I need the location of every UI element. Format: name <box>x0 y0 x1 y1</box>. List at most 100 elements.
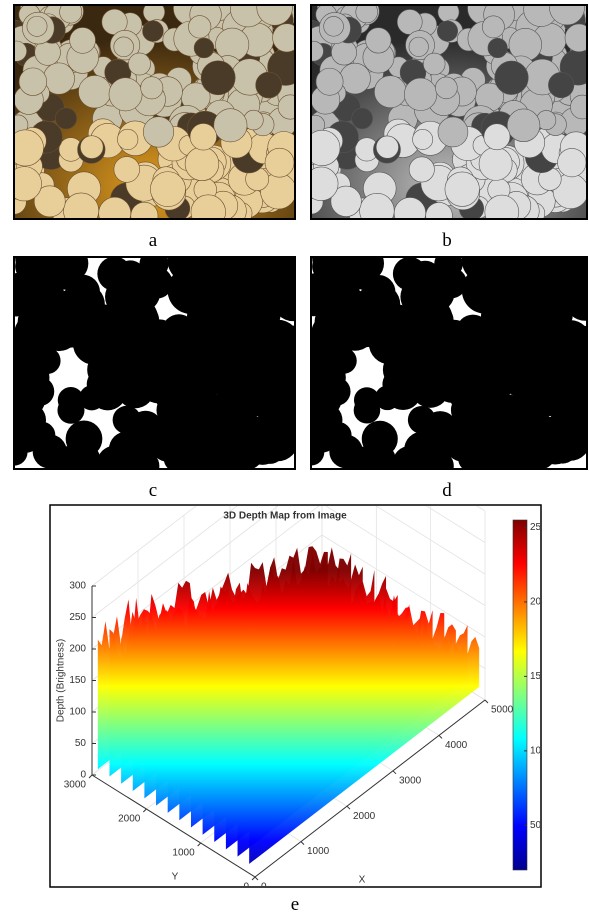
tick-mark <box>142 808 147 813</box>
colorbar-tick-label: 50 <box>530 820 542 831</box>
particle <box>244 416 270 443</box>
particle <box>320 264 347 292</box>
particle <box>506 108 541 142</box>
tick-mark <box>88 774 93 779</box>
particle <box>188 15 212 39</box>
particle <box>148 420 188 459</box>
particle <box>14 40 27 62</box>
particle <box>273 341 295 375</box>
particle <box>188 372 218 403</box>
particle <box>189 443 228 469</box>
colorbar <box>512 519 528 871</box>
grid-line <box>321 534 486 638</box>
frame <box>310 256 588 470</box>
particle <box>424 451 454 469</box>
particle <box>267 270 295 309</box>
particle <box>108 77 143 112</box>
x-tick-label: 3000 <box>399 775 422 786</box>
particle <box>477 396 514 433</box>
panel-label: e <box>291 894 299 915</box>
particle <box>419 300 449 331</box>
photo-binary <box>14 257 295 469</box>
grid-line <box>375 506 486 575</box>
particle <box>26 15 48 37</box>
particle <box>14 415 44 454</box>
surface <box>249 636 480 864</box>
particle <box>192 298 230 336</box>
particle <box>18 67 48 96</box>
particle <box>57 387 84 414</box>
particle <box>487 37 508 59</box>
particle <box>482 373 512 402</box>
particle <box>97 445 133 469</box>
z-tick-label: 150 <box>69 675 86 686</box>
x-tick-label: 1000 <box>307 846 330 857</box>
particle <box>140 76 164 100</box>
particle <box>98 196 132 219</box>
particle <box>483 123 511 151</box>
particle <box>412 129 434 150</box>
x-axis <box>254 699 486 878</box>
y-axis <box>91 774 256 878</box>
particle <box>518 304 567 353</box>
particle <box>14 289 31 317</box>
particle <box>560 270 587 309</box>
x-axis-label: X <box>359 875 366 886</box>
particle <box>392 445 428 469</box>
particle <box>483 443 521 469</box>
particle <box>323 16 344 37</box>
particle <box>311 166 339 201</box>
colorbar-tick-label: 150 <box>530 671 547 682</box>
particle <box>264 147 295 178</box>
particle <box>117 128 139 151</box>
tick-mark <box>392 770 397 775</box>
z-tick-label: 0 <box>80 770 86 781</box>
particle <box>359 192 395 219</box>
particle <box>494 60 529 95</box>
particle <box>330 185 362 217</box>
grid-line <box>91 506 238 618</box>
particle <box>128 52 151 76</box>
z-tick-label: 250 <box>69 612 86 623</box>
particle <box>80 135 104 159</box>
photo-gray <box>311 5 587 219</box>
particle <box>65 274 101 310</box>
panel-label: d <box>442 480 452 501</box>
particle <box>263 397 295 430</box>
particle <box>411 379 434 402</box>
x-tick-label: 4000 <box>445 740 468 751</box>
particle <box>129 450 160 469</box>
particle <box>103 323 148 368</box>
particle <box>355 5 378 24</box>
particle <box>570 94 587 120</box>
particle <box>357 441 396 469</box>
particle <box>200 60 236 96</box>
particle <box>403 77 438 111</box>
y-tick-label: 1000 <box>172 848 195 859</box>
photo-binary-cleaned <box>311 257 587 469</box>
frame <box>13 256 296 470</box>
particle <box>23 264 51 292</box>
particle <box>142 20 164 42</box>
particle <box>311 289 327 317</box>
grid-line <box>91 506 279 650</box>
z-tick-label: 300 <box>69 581 86 592</box>
particle <box>142 116 175 148</box>
particle <box>112 405 141 435</box>
particle <box>556 397 587 429</box>
particle <box>141 267 173 299</box>
colorbar-tick-label: 250 <box>530 522 547 533</box>
x-tick-label: 0 <box>261 882 267 893</box>
particle <box>361 274 396 310</box>
particle <box>59 5 83 24</box>
particle <box>32 434 67 469</box>
particle <box>566 341 587 375</box>
particle <box>137 362 180 404</box>
particle <box>436 20 458 42</box>
particle <box>393 197 427 219</box>
panel-label: a <box>149 230 158 251</box>
particle <box>557 148 587 178</box>
z-tick-label: 50 <box>75 738 87 749</box>
particle <box>423 52 446 76</box>
